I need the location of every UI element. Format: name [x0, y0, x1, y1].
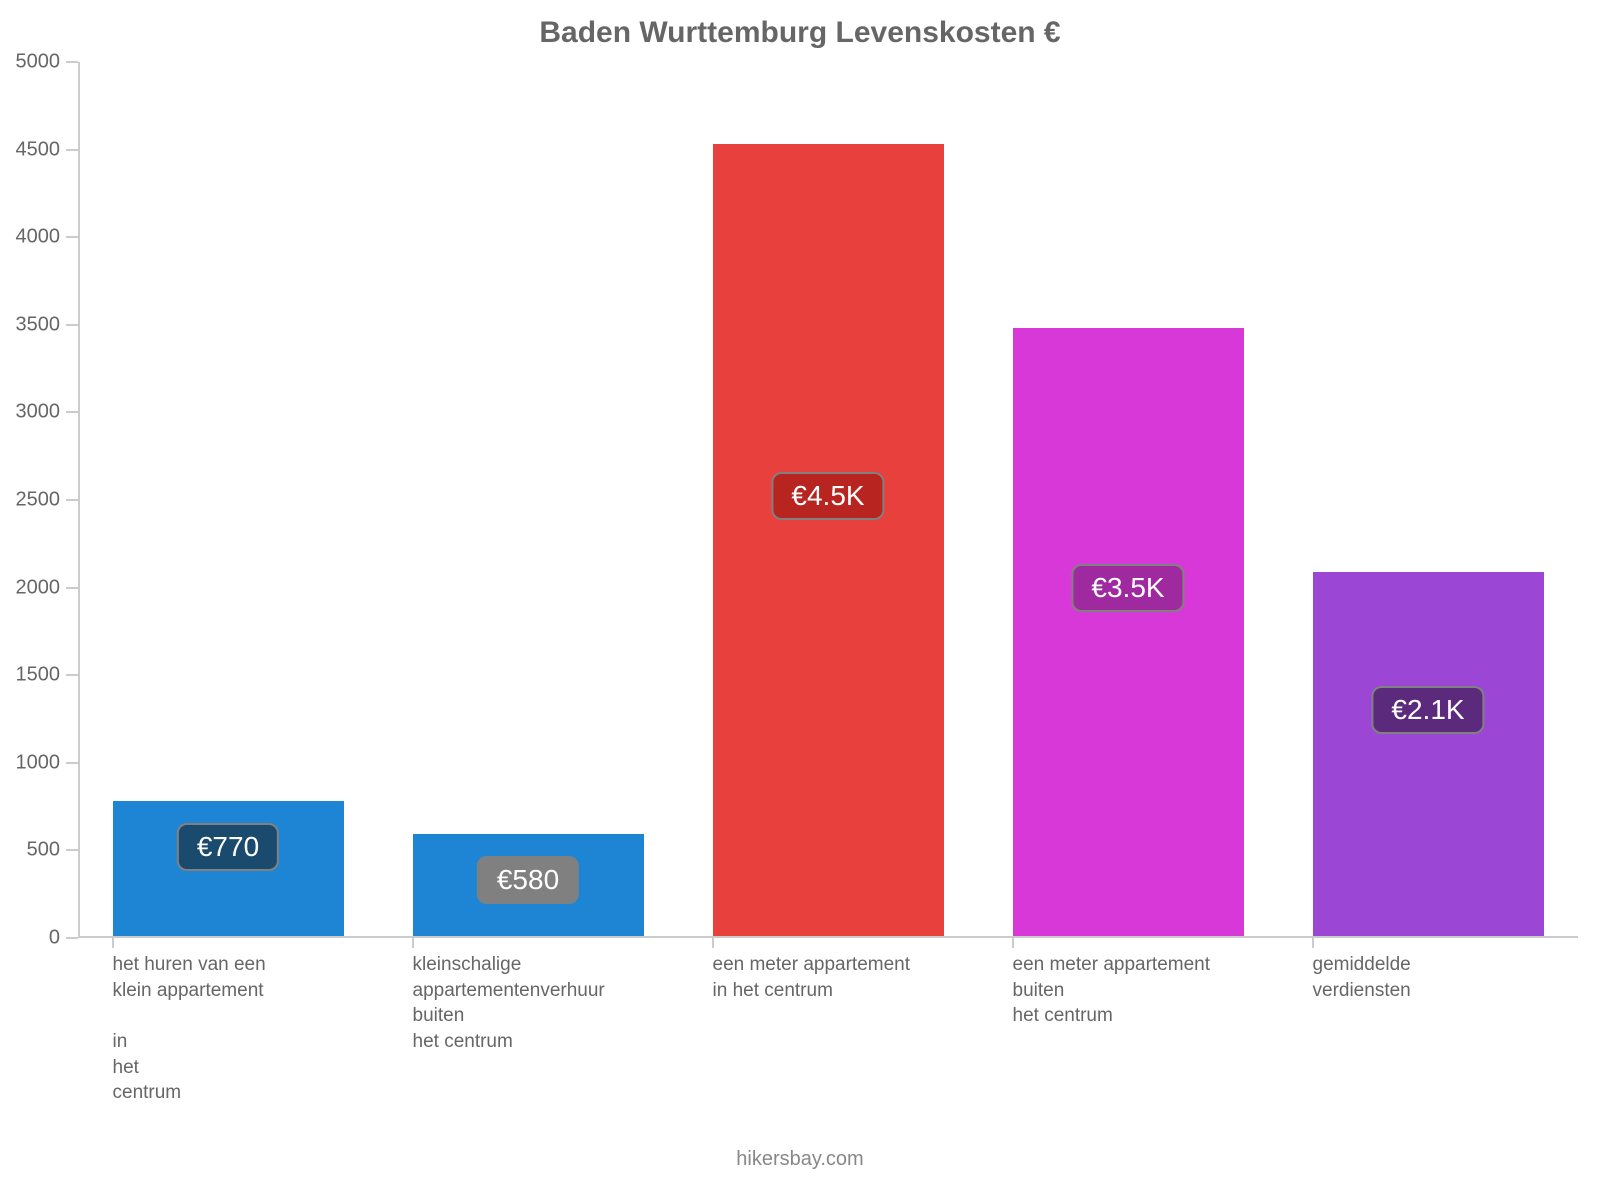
- x-tick-label: een meter appartement in het centrum: [713, 952, 944, 1003]
- x-axis-line: [78, 936, 1578, 938]
- bar: [1013, 328, 1244, 936]
- y-tick-mark: [66, 674, 78, 676]
- x-tick-label: kleinschalige appartementenverhuur buite…: [413, 952, 644, 1055]
- bar-value-badge: €580: [477, 856, 579, 904]
- y-tick-label: 1500: [16, 664, 61, 687]
- y-tick-mark: [66, 61, 78, 63]
- chart-title: Baden Wurttemburg Levenskosten €: [0, 16, 1600, 50]
- x-tick-mark: [712, 938, 714, 948]
- y-tick-label: 2000: [16, 576, 61, 599]
- y-tick-label: 500: [27, 839, 60, 862]
- source-label: hikersbay.com: [0, 1148, 1600, 1171]
- y-tick-label: 0: [49, 927, 60, 950]
- x-tick-label: het huren van een klein appartement in h…: [113, 952, 344, 1106]
- y-tick-mark: [66, 937, 78, 939]
- y-tick-label: 3500: [16, 313, 61, 336]
- y-tick-label: 4000: [16, 226, 61, 249]
- y-tick-label: 5000: [16, 51, 61, 74]
- y-tick-mark: [66, 499, 78, 501]
- x-tick-label: gemiddelde verdiensten: [1313, 952, 1544, 1003]
- bar: [713, 144, 944, 936]
- y-tick-mark: [66, 762, 78, 764]
- bar-value-badge: €770: [177, 823, 279, 871]
- bar: [1313, 572, 1544, 936]
- y-tick-mark: [66, 849, 78, 851]
- x-tick-mark: [412, 938, 414, 948]
- x-tick-mark: [1312, 938, 1314, 948]
- y-tick-label: 4500: [16, 138, 61, 161]
- y-tick-mark: [66, 587, 78, 589]
- x-tick-label: een meter appartement buiten het centrum: [1013, 952, 1244, 1029]
- y-tick-label: 1000: [16, 751, 61, 774]
- y-tick-mark: [66, 149, 78, 151]
- y-tick-label: 3000: [16, 401, 61, 424]
- y-tick-mark: [66, 324, 78, 326]
- bar-value-badge: €2.1K: [1371, 686, 1484, 734]
- y-axis-line: [78, 62, 80, 938]
- x-tick-mark: [112, 938, 114, 948]
- x-tick-mark: [1012, 938, 1014, 948]
- chart-container: Baden Wurttemburg Levenskosten € 0500100…: [0, 0, 1600, 1200]
- y-tick-mark: [66, 411, 78, 413]
- bar-value-badge: €4.5K: [771, 472, 884, 520]
- plot-area: 0500100015002000250030003500400045005000…: [78, 62, 1578, 938]
- y-tick-label: 2500: [16, 489, 61, 512]
- bar-value-badge: €3.5K: [1071, 564, 1184, 612]
- y-tick-mark: [66, 236, 78, 238]
